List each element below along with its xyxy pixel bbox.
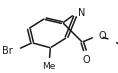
Text: O: O	[82, 55, 90, 65]
Text: Me: Me	[43, 62, 56, 71]
Text: N: N	[78, 8, 86, 18]
Text: O: O	[99, 31, 106, 41]
Text: Br: Br	[2, 46, 12, 56]
